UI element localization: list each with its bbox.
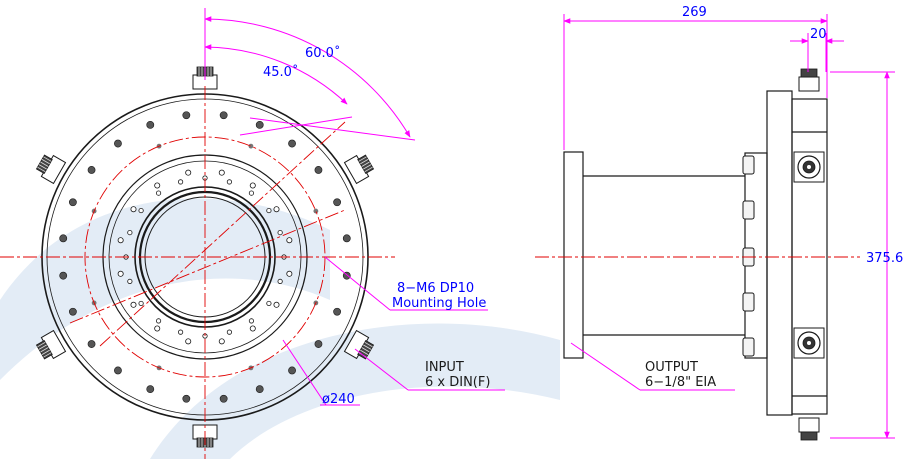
output-title-label: OUTPUT	[645, 360, 698, 375]
outer-bolt-hole	[255, 120, 264, 129]
inner-hole	[155, 318, 162, 324]
outer-bolt-hole	[87, 166, 96, 174]
din-connector-icon	[343, 154, 375, 185]
input-spec-label: 6 x DIN(F)	[425, 375, 490, 390]
outer-bolt-hole	[87, 340, 96, 348]
hub-hole	[286, 270, 293, 277]
outer-bolt-holes	[59, 111, 351, 403]
hub-hole	[273, 301, 280, 308]
hub-hole	[185, 169, 192, 176]
outer-bolt-hole	[333, 307, 342, 316]
din-connector-icon	[35, 154, 67, 185]
height-375-label: 375.6	[866, 251, 903, 266]
outer-bolt-hole	[59, 271, 68, 280]
side-din-connector-icon	[793, 151, 825, 183]
hub-hole	[249, 182, 256, 189]
hub-hole	[218, 338, 225, 345]
input-title-label: INPUT	[425, 360, 464, 375]
outer-bolt-hole	[333, 198, 342, 207]
angle-45-label: 45.0˚	[263, 64, 298, 80]
din-connectors	[35, 66, 375, 448]
watermark-logo	[0, 198, 560, 459]
front-leaders	[282, 256, 505, 406]
offset-20-label: 20	[810, 27, 827, 42]
inner-hole	[138, 300, 144, 307]
mounting-hole	[248, 143, 254, 149]
inner-hole	[138, 207, 144, 214]
inner-hole	[226, 179, 233, 185]
inner-hole	[127, 278, 133, 285]
mounting-hole	[313, 208, 319, 214]
inner-hole	[248, 190, 255, 196]
side-connectors	[793, 68, 825, 441]
length-269-label: 269	[682, 5, 707, 20]
outer-bolt-hole	[314, 166, 323, 174]
combiner-body	[766, 90, 793, 416]
mounting-spec-label: 8−M6 DP10	[397, 281, 474, 296]
inner-hole	[155, 190, 162, 196]
end-flange	[563, 151, 584, 359]
mounting-hole-label: Mounting Hole	[392, 296, 486, 311]
outer-bolt-hole	[68, 307, 77, 316]
outer-bolt-hole	[288, 139, 296, 148]
din-connector-icon	[35, 329, 67, 360]
hub-hole	[185, 338, 192, 345]
connector-stub-icon	[798, 417, 820, 441]
connector-stub-icon	[798, 68, 820, 92]
outer-bolt-hole	[59, 234, 68, 243]
angle-60-label: 60.0˚	[305, 45, 340, 61]
inner-hole	[266, 300, 272, 307]
inner-hole	[248, 318, 255, 324]
hub-hole	[130, 206, 137, 213]
diameter-label: ø240	[322, 392, 355, 407]
hub-hole	[117, 237, 124, 244]
outer-bolt-hole	[219, 394, 228, 403]
bolt-head	[742, 155, 755, 175]
inner-holes	[123, 175, 287, 339]
inner-hole	[226, 329, 233, 335]
inner-hole	[277, 229, 283, 236]
angle-dimensions	[204, 8, 416, 141]
side-view	[563, 90, 828, 416]
hub-hole	[154, 182, 161, 189]
outer-bolt-hole	[182, 394, 191, 403]
outer-bolt-hole	[255, 385, 264, 394]
hub-hole	[117, 270, 124, 277]
outer-bolt-hole	[288, 366, 296, 375]
outer-bolt-hole	[182, 111, 191, 120]
bolt-head	[742, 292, 755, 312]
side-dimensions	[563, 14, 895, 439]
hub-hole	[130, 301, 137, 308]
hub-hole	[286, 237, 293, 244]
output-spec-label: 6−1/8" EIA	[645, 375, 716, 390]
hub-hole	[273, 206, 280, 213]
bolt-head	[742, 337, 755, 357]
outer-bolt-hole	[146, 120, 155, 129]
outer-bolt-hole	[114, 139, 122, 148]
mid-holes	[117, 169, 293, 345]
hub-hole	[154, 325, 161, 332]
outer-bolt-hole	[146, 385, 155, 394]
inner-hole	[177, 329, 184, 335]
side-din-connector-icon	[793, 327, 825, 359]
hub-hole	[249, 325, 256, 332]
outer-bolt-hole	[342, 234, 351, 243]
outer-bolt-hole	[68, 198, 77, 207]
inner-hole	[277, 278, 283, 285]
outer-bolt-hole	[219, 111, 228, 120]
inner-hole	[177, 179, 184, 185]
outer-bolt-hole	[314, 340, 323, 348]
connector-block	[791, 98, 828, 415]
outer-bolt-hole	[114, 366, 122, 375]
inner-hole	[127, 229, 133, 236]
bolt-head	[742, 200, 755, 220]
pcd-marks	[91, 143, 319, 371]
hub-hole	[218, 169, 225, 176]
inner-hole	[266, 207, 272, 214]
